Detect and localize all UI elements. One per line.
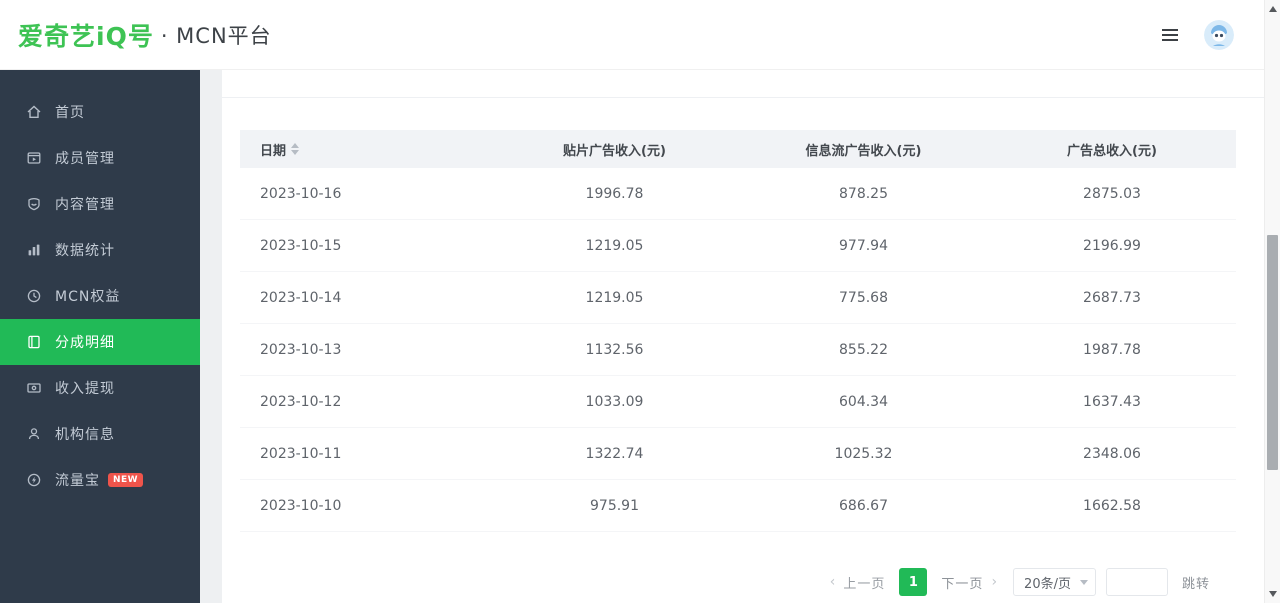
sidebar-item-traffic[interactable]: 流量宝 NEW [0, 457, 200, 503]
sidebar-item-label: 分成明细 [55, 335, 115, 351]
cell-date: 2023-10-16 [260, 185, 342, 202]
cell-feed: 604.34 [839, 393, 888, 410]
next-page-button[interactable]: 下一页 [941, 576, 984, 592]
app-logo: 爱奇艺iQ号 · MCN平台 [18, 0, 272, 70]
sidebar-item-home[interactable]: 首页 [0, 89, 200, 135]
page-number-button[interactable]: 1 [899, 568, 928, 596]
scroll-down-icon[interactable] [1269, 591, 1277, 597]
hamburger-menu-icon[interactable] [1162, 29, 1178, 41]
cell-feed: 878.25 [839, 185, 888, 202]
ledger-icon [26, 334, 42, 350]
table-row: 2023-10-10 975.91 686.67 1662.58 [240, 480, 1236, 532]
next-chevron-icon[interactable]: › [991, 574, 998, 590]
cell-preroll: 1996.78 [585, 185, 644, 202]
content-panel: 日期 贴片广告收入(元) 信息流广告收入(元) 广告总收入(元) 2023-10… [222, 70, 1264, 603]
table-row: 2023-10-16 1996.78 878.25 2875.03 [240, 168, 1236, 220]
jump-page-input[interactable] [1105, 568, 1168, 596]
header-actions [1162, 0, 1234, 70]
sort-caret-icon[interactable] [291, 143, 300, 155]
vertical-scrollbar[interactable] [1264, 0, 1280, 603]
table-header-row: 日期 贴片广告收入(元) 信息流广告收入(元) 广告总收入(元) [240, 130, 1236, 168]
cell-total: 2687.73 [1083, 289, 1141, 306]
cell-preroll: 1219.05 [585, 289, 644, 306]
column-header-preroll: 贴片广告收入(元) [563, 143, 666, 159]
cell-feed: 1025.32 [834, 445, 893, 462]
cell-date: 2023-10-11 [260, 445, 342, 462]
chevron-down-icon [1079, 580, 1088, 585]
cell-feed: 686.67 [839, 497, 888, 514]
prev-page-button[interactable]: 上一页 [843, 576, 886, 592]
cell-feed: 977.94 [839, 237, 888, 254]
bolt-icon [26, 472, 42, 488]
cell-total: 1987.78 [1083, 341, 1141, 358]
cell-date: 2023-10-10 [260, 497, 342, 514]
sidebar-item-label: 流量宝 [55, 473, 100, 489]
clock-icon [26, 288, 42, 304]
pagination: ‹ 上一页 1 下一页 › 20条/页 跳转 [826, 568, 1210, 596]
home-icon [26, 104, 42, 120]
main-content: 日期 贴片广告收入(元) 信息流广告收入(元) 广告总收入(元) 2023-10… [200, 70, 1264, 603]
sidebar-item-label: 机构信息 [55, 427, 115, 443]
user-avatar[interactable] [1204, 20, 1234, 50]
sidebar-item-withdraw[interactable]: 收入提现 [0, 365, 200, 411]
sidebar-item-mcn-rights[interactable]: MCN权益 [0, 273, 200, 319]
sidebar-item-org-info[interactable]: 机构信息 [0, 411, 200, 457]
cell-total: 2196.99 [1083, 237, 1141, 254]
table-row: 2023-10-13 1132.56 855.22 1987.78 [240, 324, 1236, 376]
new-badge: NEW [108, 473, 144, 487]
table-row: 2023-10-14 1219.05 775.68 2687.73 [240, 272, 1236, 324]
stats-icon [26, 242, 42, 258]
sidebar-item-label: 收入提现 [55, 381, 115, 397]
cell-preroll: 975.91 [590, 497, 639, 514]
sidebar-item-label: 成员管理 [55, 151, 115, 167]
prev-chevron-icon[interactable]: ‹ [829, 574, 836, 590]
cell-preroll: 1033.09 [585, 393, 644, 410]
sidebar-item-label: 首页 [55, 105, 85, 121]
table-row: 2023-10-15 1219.05 977.94 2196.99 [240, 220, 1236, 272]
jump-button[interactable]: 跳转 [1181, 576, 1210, 592]
avatar-image [1204, 20, 1234, 50]
cell-total: 1637.43 [1083, 393, 1141, 410]
top-header: 爱奇艺iQ号 · MCN平台 [0, 0, 1264, 70]
cell-preroll: 1219.05 [585, 237, 644, 254]
cell-total: 2875.03 [1083, 185, 1141, 202]
cell-total: 2348.06 [1083, 445, 1141, 462]
column-header-date: 日期 [240, 140, 490, 159]
table-row: 2023-10-12 1033.09 604.34 1637.43 [240, 376, 1236, 428]
content-icon [26, 196, 42, 212]
sidebar-item-label: 数据统计 [55, 243, 115, 259]
cell-date: 2023-10-12 [260, 393, 342, 410]
column-header-feed: 信息流广告收入(元) [805, 143, 922, 159]
cell-feed: 775.68 [839, 289, 888, 306]
brand-logo-text: 爱奇艺iQ号 [18, 22, 154, 51]
table-row: 2023-10-11 1322.74 1025.32 2348.06 [240, 428, 1236, 480]
page-size-select[interactable]: 20条/页 [1013, 568, 1096, 596]
sidebar-item-revenue-details[interactable]: 分成明细 [0, 319, 200, 365]
sidebar-item-stats[interactable]: 数据统计 [0, 227, 200, 273]
cell-total: 1662.58 [1083, 497, 1141, 514]
person-icon [26, 426, 42, 442]
sidebar-item-label: MCN权益 [55, 289, 121, 305]
sidebar-nav: 首页 成员管理 内容管理 [0, 70, 200, 603]
platform-name: · MCN平台 [160, 24, 272, 48]
breadcrumb-bar [222, 70, 1264, 98]
withdraw-icon [26, 380, 42, 396]
cell-preroll: 1132.56 [585, 341, 644, 358]
sidebar-item-content[interactable]: 内容管理 [0, 181, 200, 227]
scrollbar-thumb[interactable] [1267, 235, 1278, 470]
page-size-value: 20条/页 [1024, 576, 1071, 592]
revenue-table: 日期 贴片广告收入(元) 信息流广告收入(元) 广告总收入(元) 2023-10… [240, 130, 1236, 532]
cell-preroll: 1322.74 [585, 445, 644, 462]
sidebar-item-label: 内容管理 [55, 197, 115, 213]
cell-date: 2023-10-14 [260, 289, 342, 306]
members-icon [26, 150, 42, 166]
column-header-total: 广告总收入(元) [1067, 143, 1157, 159]
cell-date: 2023-10-13 [260, 341, 342, 358]
cell-date: 2023-10-15 [260, 237, 342, 254]
cell-feed: 855.22 [839, 341, 888, 358]
scroll-up-icon[interactable] [1269, 6, 1277, 12]
sidebar-item-members[interactable]: 成员管理 [0, 135, 200, 181]
